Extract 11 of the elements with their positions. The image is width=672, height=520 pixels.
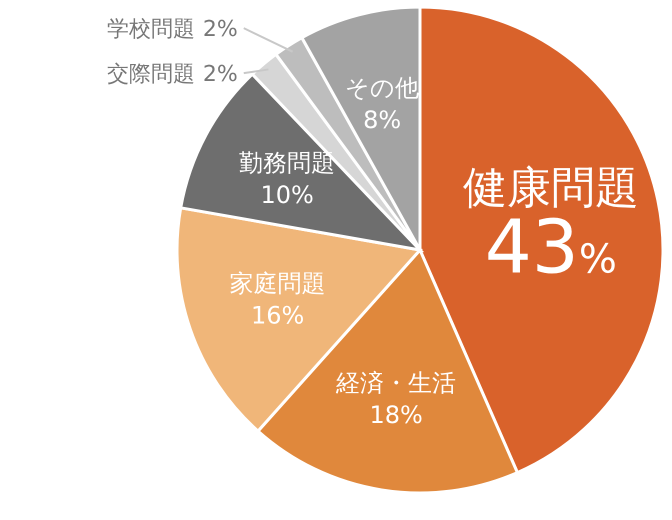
slice-label: 学校問題 bbox=[106, 17, 195, 42]
data-label: 2% bbox=[202, 17, 238, 42]
slice-label: その他 bbox=[345, 74, 420, 102]
data-label: 8% bbox=[363, 106, 402, 134]
slice-label: 家庭問題 bbox=[230, 269, 326, 298]
data-label: 18% bbox=[370, 400, 423, 429]
data-label: 2% bbox=[202, 62, 238, 88]
slice-label: 交際問題 bbox=[106, 62, 195, 88]
data-label: 10% bbox=[260, 180, 314, 209]
slice-label: 経済・生活 bbox=[335, 368, 456, 397]
data-label: 16% bbox=[250, 301, 304, 330]
